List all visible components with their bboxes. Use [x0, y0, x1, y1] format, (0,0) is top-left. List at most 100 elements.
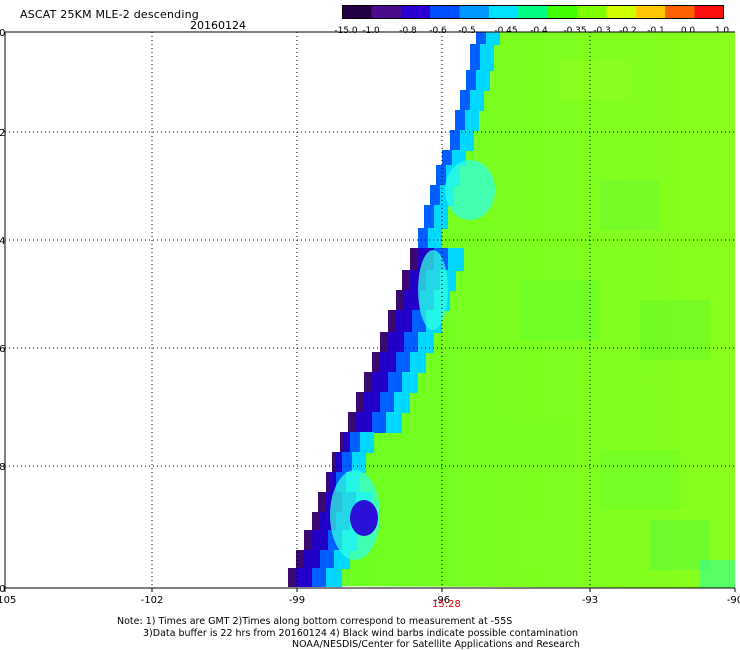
swath-edge-cell: [470, 90, 484, 111]
swath-edge-cell: [312, 568, 326, 587]
swath-edge-cell: [428, 228, 442, 249]
colorbar-swatch: [665, 5, 696, 19]
y-tick-label: -60: [0, 584, 6, 595]
swath-edge-cell: [296, 550, 304, 569]
swath-edge-cell: [318, 492, 326, 513]
swath-texture: [700, 560, 735, 588]
swath-edge-cell: [352, 452, 366, 473]
swath-edge-cell: [410, 352, 426, 373]
swath-edge-cell: [336, 452, 342, 473]
swath-edge-cell: [388, 310, 396, 333]
swath-edge-cell: [388, 372, 402, 393]
colorbar-swatch: [430, 5, 461, 19]
swath-edge-cell: [288, 568, 296, 587]
swath-edge-cell: [326, 472, 330, 493]
swath-edge-cell: [348, 412, 356, 433]
swath-edge-cell: [455, 110, 465, 131]
swath-edge-cell: [320, 550, 334, 569]
swath-edge-cell: [388, 332, 404, 353]
swath-edge-cell: [360, 432, 374, 453]
swath-background: [288, 32, 735, 588]
swath-edge-cell: [304, 530, 312, 551]
swath-edge-cell: [372, 352, 380, 373]
colorbar-label: -0.4: [530, 26, 548, 36]
swath-edge-cell: [304, 550, 320, 569]
swath-edge-cell: [476, 70, 490, 91]
x-tick-label: -105: [0, 595, 16, 606]
swath-edge-cell: [460, 90, 470, 111]
swath-cyan-blob: [418, 250, 448, 330]
swath-edge-cell: [396, 290, 404, 311]
swath-texture: [640, 300, 710, 360]
swath-edge-cell: [480, 44, 494, 71]
swath-edge-cell: [404, 290, 420, 311]
colorbar-swatch: [459, 5, 490, 19]
colorbar-swatch: [577, 5, 608, 19]
x-tick-label: -90: [727, 595, 740, 606]
colorbar-swatch: [547, 5, 578, 19]
swath-edge-cell: [350, 432, 360, 453]
colorbar-label: -0.1: [647, 26, 665, 36]
colorbar-label: 0.0: [680, 26, 696, 36]
swath-edge-cell: [396, 352, 410, 373]
swath-edge-cell: [296, 568, 312, 587]
swath-edge-cell: [402, 270, 410, 291]
swath-edge-cell: [312, 512, 320, 531]
swath-edge-cell: [410, 248, 418, 271]
swath-edge-cell: [460, 130, 474, 151]
swath-edge-cell: [418, 332, 434, 353]
swath-edge-cell: [340, 432, 344, 453]
swath-edge-cell: [402, 372, 418, 393]
swath-edge-cell: [386, 412, 402, 433]
colorbar: [342, 5, 724, 19]
colorbar-swatch: [488, 5, 519, 19]
swath-edge-cell: [418, 228, 428, 249]
colorbar-swatch: [342, 5, 372, 19]
colorbar-labels: -15.0 -1.0 -0.8 -0.6 -0.5 -0.45 -0.4 -0.35 -0.3-…: [330, 26, 740, 38]
swath-edge-cell: [404, 332, 418, 353]
swath-edge-cell: [396, 310, 412, 333]
y-tick-label: -54: [0, 236, 6, 247]
swath-edge-cell: [466, 70, 476, 91]
product-date: 20160124: [190, 19, 246, 32]
colorbar-label: -0.6: [429, 26, 447, 36]
note-line-2: 3)Data buffer is 22 hrs from 20160124 4)…: [143, 628, 579, 639]
swath-edge-cell: [465, 110, 479, 131]
swath-edge-cell: [486, 32, 500, 45]
swath-edge-cell: [364, 372, 372, 393]
product-title: ASCAT 25KM MLE-2 descending: [20, 8, 199, 21]
swath-texture: [520, 280, 600, 340]
swath-cyan-blob: [445, 160, 495, 220]
swath-edge-cell: [364, 392, 380, 413]
y-tick-label: -58: [0, 462, 6, 473]
colorbar-label: -0.3: [593, 26, 611, 36]
colorbar-swatch: [635, 5, 666, 19]
note-line-3: NOAA/NESDIS/Center for Satellite Applica…: [292, 639, 580, 650]
swath-edge-cell: [450, 130, 460, 151]
colorbar-label: -0.35: [563, 26, 587, 36]
swath-edge-cell: [312, 530, 328, 551]
colorbar-label: -1.0: [362, 26, 380, 36]
swath-edge-cell: [344, 432, 350, 453]
swath-blue-blob: [350, 500, 378, 536]
swath-edge-cell: [430, 185, 440, 206]
colorbar-border: [342, 5, 724, 19]
x-tick-label: -99: [289, 595, 305, 606]
swath-edge-cell: [342, 452, 352, 473]
swath-edge-cell: [380, 392, 394, 413]
x-tick-label: -93: [582, 595, 598, 606]
colorbar-label: -0.8: [399, 26, 417, 36]
swath-edge-cell: [372, 412, 386, 433]
y-tick-label: -52: [0, 128, 6, 139]
swath-edge-cell: [380, 352, 396, 373]
swath-edge-cell: [356, 392, 364, 413]
swath-edge-cell: [356, 412, 372, 433]
swath-edge-cell: [380, 332, 388, 353]
colorbar-swatch: [694, 5, 724, 19]
swath-texture: [560, 60, 630, 100]
swath-texture: [520, 520, 590, 570]
swath-edge-cell: [442, 150, 452, 166]
colorbar-swatch: [518, 5, 549, 19]
colorbar-swatch: [400, 5, 431, 19]
